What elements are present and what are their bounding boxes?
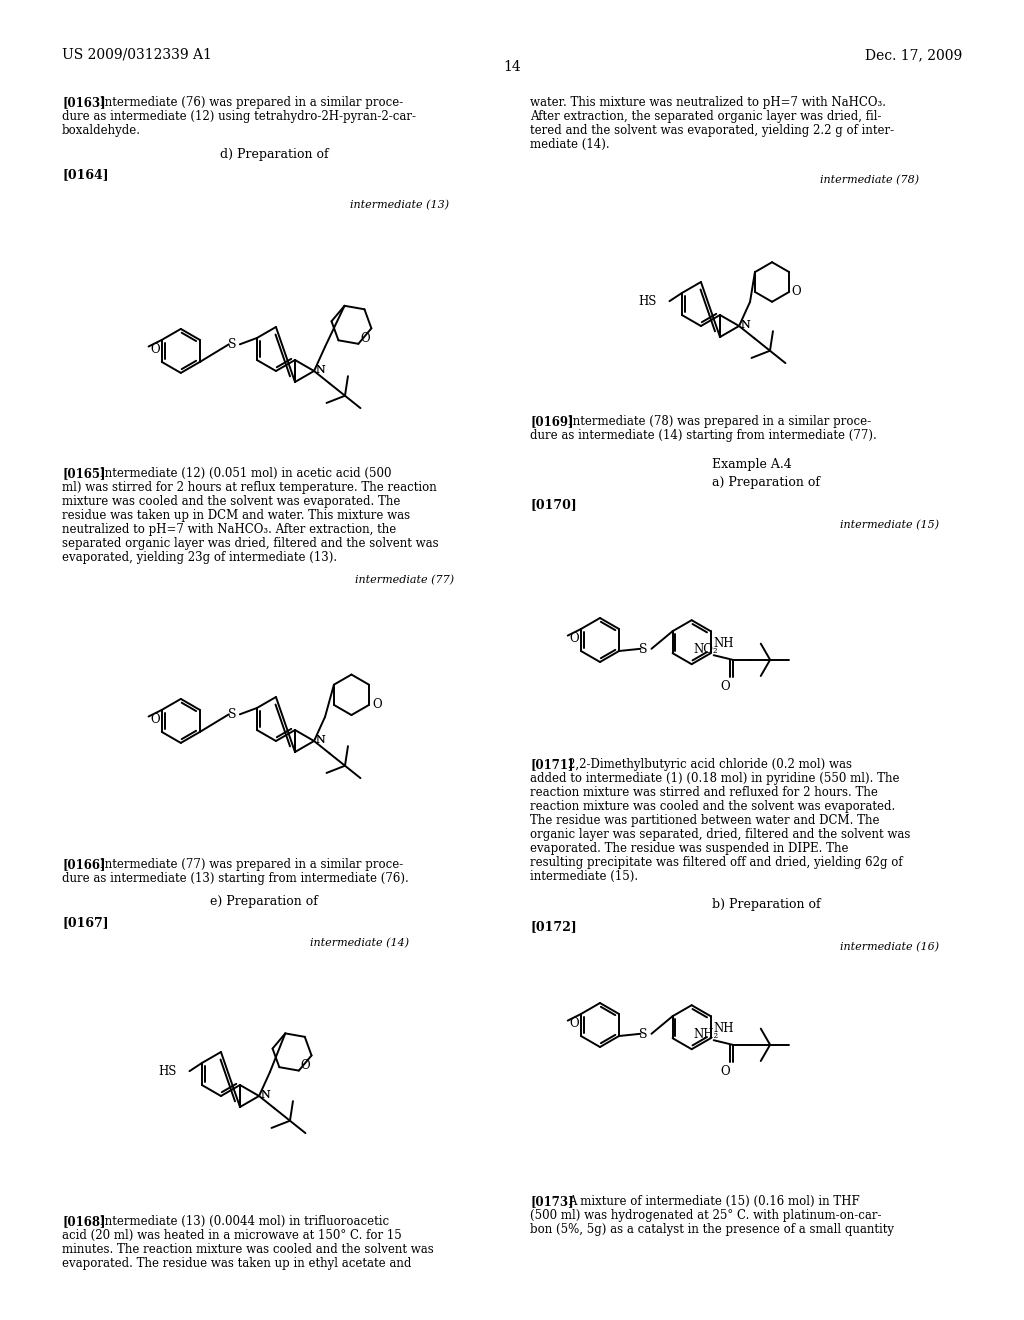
- Text: evaporated, yielding 23g of intermediate (13).: evaporated, yielding 23g of intermediate…: [62, 550, 337, 564]
- Text: 14: 14: [503, 59, 521, 74]
- Text: d) Preparation of: d) Preparation of: [220, 148, 329, 161]
- Text: evaporated. The residue was suspended in DIPE. The: evaporated. The residue was suspended in…: [530, 842, 849, 855]
- Text: (500 ml) was hydrogenated at 25° C. with platinum-on-car-: (500 ml) was hydrogenated at 25° C. with…: [530, 1209, 882, 1222]
- Text: NH: NH: [714, 638, 734, 651]
- Text: Intermediate (77) was prepared in a similar proce-: Intermediate (77) was prepared in a simi…: [100, 858, 403, 871]
- Text: [0164]: [0164]: [62, 168, 109, 181]
- Text: dure as intermediate (12) using tetrahydro-2H-pyran-2-car-: dure as intermediate (12) using tetrahyd…: [62, 110, 416, 123]
- Text: S: S: [227, 338, 237, 351]
- Text: b) Preparation of: b) Preparation of: [712, 898, 820, 911]
- Text: mediate (14).: mediate (14).: [530, 139, 609, 150]
- Text: Dec. 17, 2009: Dec. 17, 2009: [864, 48, 962, 62]
- Text: intermediate (16): intermediate (16): [840, 942, 939, 952]
- Text: Intermediate (78) was prepared in a similar proce-: Intermediate (78) was prepared in a simi…: [568, 414, 871, 428]
- Text: [0167]: [0167]: [62, 916, 109, 929]
- Text: N: N: [740, 319, 750, 330]
- Text: [0173]: [0173]: [530, 1195, 573, 1208]
- Text: O: O: [792, 285, 801, 298]
- Text: intermediate (78): intermediate (78): [820, 176, 920, 185]
- Text: e) Preparation of: e) Preparation of: [210, 895, 317, 908]
- Text: S: S: [227, 708, 237, 721]
- Text: O: O: [569, 1016, 579, 1030]
- Text: N: N: [740, 319, 750, 330]
- Text: O: O: [301, 1059, 310, 1072]
- Text: neutralized to pH=7 with NaHCO₃. After extraction, the: neutralized to pH=7 with NaHCO₃. After e…: [62, 523, 396, 536]
- Text: reaction mixture was cooled and the solvent was evaporated.: reaction mixture was cooled and the solv…: [530, 800, 895, 813]
- Text: N: N: [315, 366, 325, 375]
- Text: intermediate (77): intermediate (77): [355, 576, 454, 585]
- Text: US 2009/0312339 A1: US 2009/0312339 A1: [62, 48, 212, 62]
- Text: mixture was cooled and the solvent was evaporated. The: mixture was cooled and the solvent was e…: [62, 495, 400, 508]
- Text: O: O: [372, 698, 382, 711]
- Text: [0168]: [0168]: [62, 1214, 105, 1228]
- Text: organic layer was separated, dried, filtered and the solvent was: organic layer was separated, dried, filt…: [530, 828, 910, 841]
- Text: residue was taken up in DCM and water. This mixture was: residue was taken up in DCM and water. T…: [62, 510, 411, 521]
- Text: 2,2-Dimethylbutyric acid chloride (0.2 mol) was: 2,2-Dimethylbutyric acid chloride (0.2 m…: [568, 758, 852, 771]
- Text: Intermediate (13) (0.0044 mol) in trifluoroacetic: Intermediate (13) (0.0044 mol) in triflu…: [100, 1214, 389, 1228]
- Text: NO₂: NO₂: [693, 643, 718, 656]
- Text: water. This mixture was neutralized to pH=7 with NaHCO₃.: water. This mixture was neutralized to p…: [530, 96, 886, 110]
- Text: NH₂: NH₂: [693, 1028, 719, 1041]
- Text: added to intermediate (1) (0.18 mol) in pyridine (550 ml). The: added to intermediate (1) (0.18 mol) in …: [530, 772, 899, 785]
- Text: O: O: [151, 343, 160, 356]
- Text: [0170]: [0170]: [530, 498, 577, 511]
- Text: O: O: [151, 713, 160, 726]
- Text: dure as intermediate (13) starting from intermediate (76).: dure as intermediate (13) starting from …: [62, 873, 409, 884]
- Text: [0171]: [0171]: [530, 758, 573, 771]
- Text: [0169]: [0169]: [530, 414, 573, 428]
- Text: N: N: [315, 735, 325, 744]
- Text: [0165]: [0165]: [62, 467, 105, 480]
- Text: HS: HS: [638, 294, 656, 308]
- Text: acid (20 ml) was heated in a microwave at 150° C. for 15: acid (20 ml) was heated in a microwave a…: [62, 1229, 401, 1242]
- Text: N: N: [315, 366, 325, 375]
- Text: [0163]: [0163]: [62, 96, 105, 110]
- Text: S: S: [639, 643, 648, 656]
- Text: [0172]: [0172]: [530, 920, 577, 933]
- Text: NH: NH: [714, 1022, 734, 1035]
- Text: A mixture of intermediate (15) (0.16 mol) in THF: A mixture of intermediate (15) (0.16 mol…: [568, 1195, 860, 1208]
- Text: boxaldehyde.: boxaldehyde.: [62, 124, 141, 137]
- Text: N: N: [315, 735, 325, 744]
- Text: bon (5%, 5g) as a catalyst in the presence of a small quantity: bon (5%, 5g) as a catalyst in the presen…: [530, 1224, 894, 1236]
- Text: resulting precipitate was filtered off and dried, yielding 62g of: resulting precipitate was filtered off a…: [530, 855, 902, 869]
- Text: reaction mixture was stirred and refluxed for 2 hours. The: reaction mixture was stirred and refluxe…: [530, 785, 878, 799]
- Text: dure as intermediate (14) starting from intermediate (77).: dure as intermediate (14) starting from …: [530, 429, 877, 442]
- Text: intermediate (15): intermediate (15): [840, 520, 939, 531]
- Text: Intermediate (12) (0.051 mol) in acetic acid (500: Intermediate (12) (0.051 mol) in acetic …: [100, 467, 391, 480]
- Text: minutes. The reaction mixture was cooled and the solvent was: minutes. The reaction mixture was cooled…: [62, 1243, 434, 1257]
- Text: O: O: [569, 632, 579, 645]
- Text: intermediate (15).: intermediate (15).: [530, 870, 638, 883]
- Text: separated organic layer was dried, filtered and the solvent was: separated organic layer was dried, filte…: [62, 537, 438, 550]
- Text: HS: HS: [158, 1065, 176, 1077]
- Text: intermediate (14): intermediate (14): [310, 939, 410, 948]
- Text: Example A.4: Example A.4: [712, 458, 792, 471]
- Text: After extraction, the separated organic layer was dried, fil-: After extraction, the separated organic …: [530, 110, 882, 123]
- Text: evaporated. The residue was taken up in ethyl acetate and: evaporated. The residue was taken up in …: [62, 1257, 412, 1270]
- Text: O: O: [720, 680, 730, 693]
- Text: ml) was stirred for 2 hours at reflux temperature. The reaction: ml) was stirred for 2 hours at reflux te…: [62, 480, 437, 494]
- Text: The residue was partitioned between water and DCM. The: The residue was partitioned between wate…: [530, 814, 880, 828]
- Text: intermediate (13): intermediate (13): [350, 201, 450, 210]
- Text: O: O: [360, 333, 370, 346]
- Text: tered and the solvent was evaporated, yielding 2.2 g of inter-: tered and the solvent was evaporated, yi…: [530, 124, 894, 137]
- Text: N: N: [260, 1090, 269, 1100]
- Text: [0166]: [0166]: [62, 858, 105, 871]
- Text: N: N: [260, 1090, 269, 1100]
- Text: Intermediate (76) was prepared in a similar proce-: Intermediate (76) was prepared in a simi…: [100, 96, 403, 110]
- Text: S: S: [639, 1028, 648, 1041]
- Text: a) Preparation of: a) Preparation of: [712, 477, 820, 488]
- Text: O: O: [720, 1065, 730, 1078]
